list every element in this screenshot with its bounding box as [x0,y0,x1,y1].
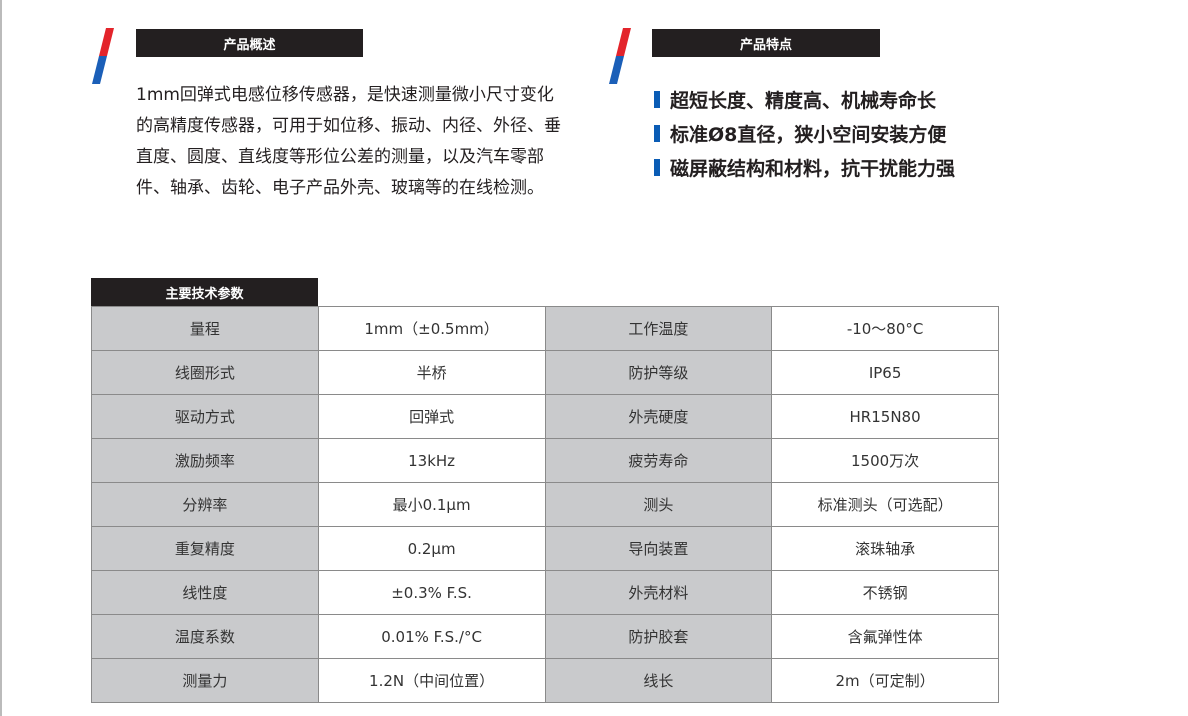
spec-label: 防护等级 [544,350,773,395]
spec-label: 分辨率 [91,482,319,527]
spec-value: 2m（可定制） [771,658,999,703]
spec-label: 线性度 [91,570,319,615]
page-edge [0,0,2,716]
spec-value: 半桥 [317,350,546,395]
bullet-icon [654,124,660,142]
spec-value: IP65 [771,350,999,395]
spec-label: 线长 [544,658,773,703]
table-row: 驱动方式 回弹式 外壳硬度 HR15N80 [91,394,999,439]
table-row: 测量力 1.2N（中间位置） 线长 2m（可定制） [91,658,999,703]
spec-value: 13kHz [317,438,546,483]
spec-value: 1.2N（中间位置） [317,658,546,703]
spec-label: 重复精度 [91,526,319,571]
spec-value: 滚珠轴承 [771,526,999,571]
table-row: 重复精度 0.2μm 导向装置 滚珠轴承 [91,526,999,571]
spec-label: 导向装置 [544,526,773,571]
table-row: 线圈形式 半桥 防护等级 IP65 [91,350,999,395]
spec-value: 0.2μm [317,526,546,571]
spec-label: 疲劳寿命 [544,438,773,483]
spec-label: 温度系数 [91,614,319,659]
red-blue-slash-icon [92,28,114,84]
overview-text: 1mm回弹式电感位移传感器，是快速测量微小尺寸变化的高精度传感器，可用于如位移、… [136,85,561,198]
features-header: 产品特点 [652,29,880,57]
red-blue-slash-icon [609,28,631,84]
specs-header: 主要技术参数 [91,278,318,306]
specs-table: 量程 1mm（±0.5mm） 工作温度 -10～80°C 线圈形式 半桥 防护等级 IP65 驱… [91,306,999,703]
feature-text: 超短长度、精度高、机械寿命长 [670,89,937,112]
overview-header: 产品概述 [136,29,363,57]
spec-label: 驱动方式 [91,394,319,439]
spec-value: ±0.3% F.S. [317,570,546,615]
spec-value: 1500万次 [771,438,999,483]
spec-value: 不锈钢 [771,570,999,615]
spec-value: 1mm（±0.5mm） [317,306,546,351]
bullet-icon [654,90,660,108]
spec-label: 外壳材料 [544,570,773,615]
spec-label: 测量力 [91,658,319,703]
table-row: 线性度 ±0.3% F.S. 外壳材料 不锈钢 [91,570,999,615]
table-row: 量程 1mm（±0.5mm） 工作温度 -10～80°C [91,306,999,351]
feature-item: 超短长度、精度高、机械寿命长 [654,82,955,116]
spec-value: 含氟弹性体 [771,614,999,659]
feature-text: 标准Ø8直径，狭小空间安装方便 [670,123,947,146]
spec-label: 激励频率 [91,438,319,483]
spec-value: -10～80°C [771,306,999,351]
table-row: 激励频率 13kHz 疲劳寿命 1500万次 [91,438,999,483]
spec-label: 测头 [544,482,773,527]
spec-label: 线圈形式 [91,350,319,395]
table-row: 温度系数 0.01% F.S./°C 防护胶套 含氟弹性体 [91,614,999,659]
spec-label: 量程 [91,306,319,351]
spec-label: 工作温度 [544,306,773,351]
feature-item: 标准Ø8直径，狭小空间安装方便 [654,116,955,150]
table-row: 分辨率 最小0.1μm 测头 标准测头（可选配） [91,482,999,527]
feature-item: 磁屏蔽结构和材料，抗干扰能力强 [654,150,955,184]
spec-label: 防护胶套 [544,614,773,659]
features-list: 超短长度、精度高、机械寿命长 标准Ø8直径，狭小空间安装方便 磁屏蔽结构和材料，… [654,82,955,184]
feature-text: 磁屏蔽结构和材料，抗干扰能力强 [670,157,956,180]
bullet-icon [654,158,660,176]
spec-value: 回弹式 [317,394,546,439]
spec-value: HR15N80 [771,394,999,439]
spec-label: 外壳硬度 [544,394,773,439]
spec-value: 最小0.1μm [317,482,546,527]
spec-value: 标准测头（可选配） [771,482,999,527]
spec-value: 0.01% F.S./°C [317,614,546,659]
